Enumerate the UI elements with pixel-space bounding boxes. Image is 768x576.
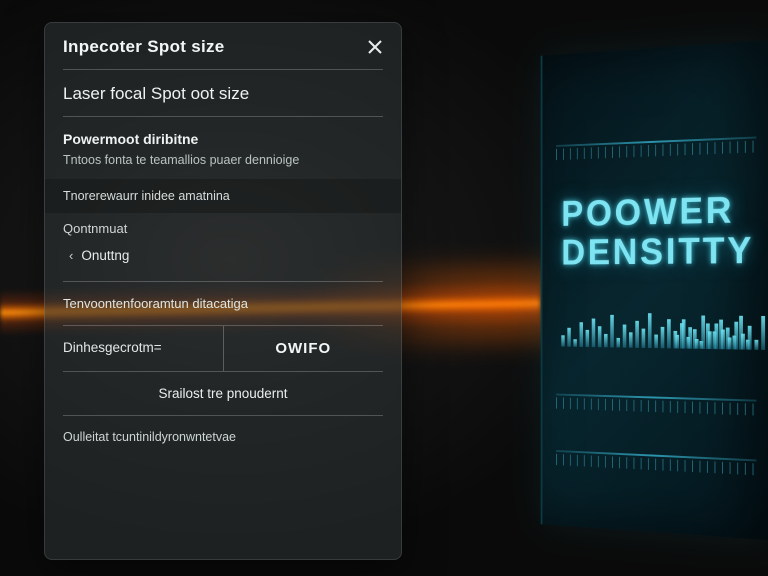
continuous-label: Qontnmuat	[63, 213, 383, 242]
monitor-title-line2: DENSITTY	[561, 231, 754, 273]
kv-key: Dinhesgecrotm=	[63, 326, 223, 371]
section-power: Powermoot diribitne Tntoos fonta te team…	[45, 117, 401, 179]
section-subtitle: Laser focal Spot oot size	[45, 70, 401, 116]
kv-row: Dinhesgecrotm= OWIFO	[45, 326, 401, 371]
section-action: Srailost tre pnoudernt	[45, 372, 401, 415]
chevron-label: Onuttng	[81, 248, 129, 263]
inspector-panel: Inpecoter Spot size Laser focal Spot oot…	[44, 22, 402, 560]
subtitle: Laser focal Spot oot size	[63, 70, 383, 116]
section-footer: Oulleitat tcuntinildyronwntetvae	[45, 416, 401, 460]
stage: POOWER DENSITTY Inpecoter Spot size Lase…	[0, 0, 768, 576]
temp-item[interactable]: Tenvoontenfooramtun ditacatiga	[63, 282, 383, 325]
power-sub: Tntoos fonta te teamallios puaer dennioi…	[63, 153, 383, 179]
monitor-title: POOWER DENSITTY	[561, 190, 754, 273]
monitor-bars-right	[675, 300, 768, 352]
panel-header: Inpecoter Spot size	[45, 23, 401, 69]
chevron-left-icon: ‹	[69, 248, 73, 263]
section-band: Tnorerewaurr inidee amatnina Qontnmuat ‹…	[45, 179, 401, 281]
close-button[interactable]	[365, 37, 385, 57]
chevron-row[interactable]: ‹ Onuttng	[63, 242, 383, 281]
monitor-ticks	[556, 454, 756, 476]
monitor-panel: POOWER DENSITTY	[541, 40, 768, 540]
kv-value: OWIFO	[224, 326, 384, 371]
close-icon	[367, 39, 383, 55]
power-heading: Powermoot diribitne	[63, 117, 383, 153]
band-row[interactable]: Tnorerewaurr inidee amatnina	[45, 179, 401, 213]
section-temp: Tenvoontenfooramtun ditacatiga	[45, 282, 401, 325]
footer-note: Oulleitat tcuntinildyronwntetvae	[63, 416, 383, 460]
action-button[interactable]: Srailost tre pnoudernt	[63, 372, 383, 415]
monitor-title-line1: POOWER	[561, 190, 754, 234]
panel-title: Inpecoter Spot size	[63, 37, 225, 57]
